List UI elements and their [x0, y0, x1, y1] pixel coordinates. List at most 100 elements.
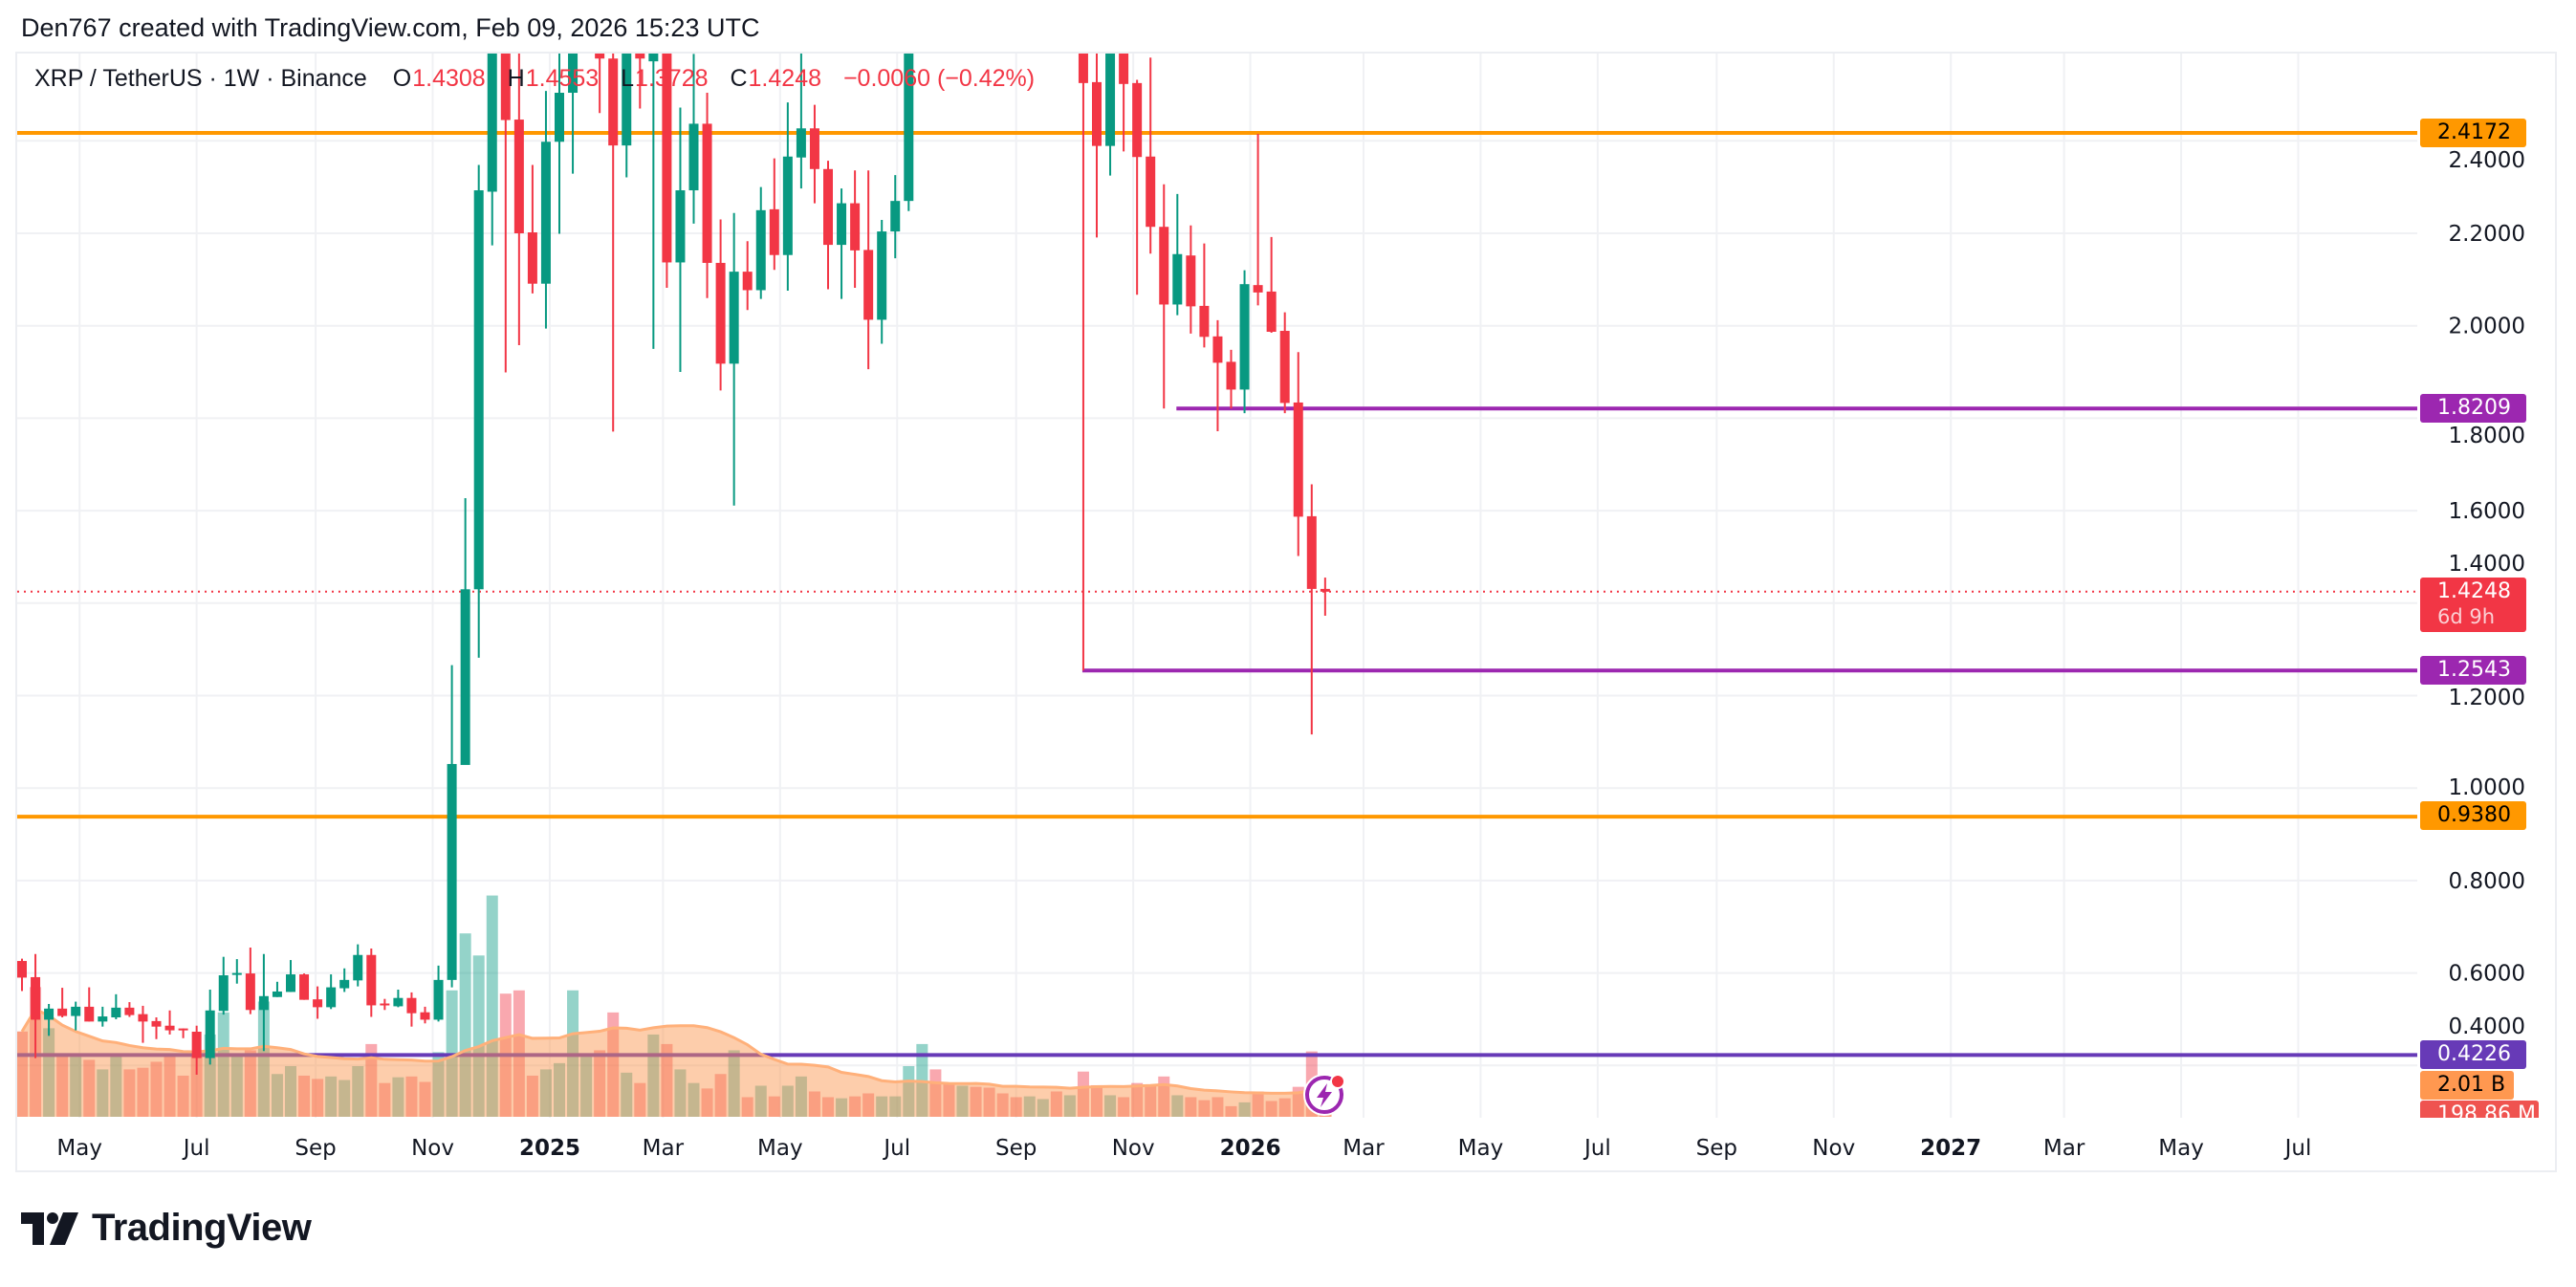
candle-up	[837, 188, 847, 299]
candle-down	[191, 1025, 202, 1075]
candle-down	[1078, 54, 1088, 671]
candle-down	[164, 1010, 175, 1035]
candle-body	[782, 156, 793, 255]
volume-bars	[17, 895, 1331, 1117]
candle-body	[218, 975, 229, 1012]
volume-bar	[889, 1096, 902, 1117]
price-label-1-8209: 1.8209	[2420, 394, 2526, 423]
volume-bar	[808, 1091, 820, 1117]
candle-body	[595, 54, 605, 59]
volume-bar	[1238, 1102, 1251, 1117]
candle-down	[635, 54, 645, 109]
candle-down	[84, 987, 95, 1022]
time-tick-label: Jul	[2283, 1136, 2312, 1161]
price-label-1-2543: 1.2543	[2420, 656, 2526, 685]
candle-body	[1266, 291, 1277, 332]
candle-up	[755, 186, 766, 299]
candle-body	[1159, 227, 1169, 305]
candle-up	[1172, 193, 1183, 316]
candle-body	[420, 1012, 430, 1020]
candle-up	[568, 54, 579, 174]
footer: TradingView	[21, 1207, 312, 1250]
candle-down	[662, 54, 672, 289]
candle-body	[231, 972, 242, 975]
candle-down	[366, 948, 377, 1017]
volume-bar	[862, 1093, 875, 1117]
candle-body	[500, 54, 511, 120]
candle-body	[904, 54, 914, 202]
lightning-alert-icon[interactable]	[1303, 1074, 1345, 1116]
time-tick-label: 2027	[1920, 1136, 1981, 1161]
volume-bar	[1171, 1095, 1184, 1117]
brand-name[interactable]: TradingView	[92, 1207, 312, 1249]
candle-body	[555, 93, 564, 142]
price-label-0-9380: 0.9380	[2420, 801, 2526, 830]
candle-body	[1212, 336, 1223, 363]
time-tick-label: 2026	[1220, 1136, 1281, 1161]
candle-down	[702, 93, 712, 298]
candle-down	[1253, 134, 1263, 306]
volume-bar	[1212, 1097, 1224, 1117]
candle-body	[164, 1025, 175, 1031]
horizontal-levels[interactable]	[17, 130, 2420, 1058]
candle-down	[527, 164, 537, 294]
time-tick-label: Mar	[2043, 1136, 2085, 1161]
candle-body	[1293, 402, 1303, 517]
volume-bar	[768, 1096, 780, 1117]
volume-bar	[1063, 1095, 1076, 1117]
tradingview-logo-icon[interactable]	[21, 1211, 80, 1245]
candle-down	[769, 158, 779, 271]
volume-bar	[1091, 1084, 1102, 1117]
volume-bar	[70, 1057, 82, 1117]
price-tick-label: 2.0000	[2449, 315, 2525, 339]
time-tick-label: May	[1458, 1136, 1504, 1161]
volume-ma-label: 2.01 B	[2420, 1071, 2514, 1100]
candle-up	[205, 990, 215, 1065]
candle-body	[742, 272, 753, 291]
volume-bar	[1278, 1098, 1291, 1117]
candle-up	[218, 956, 229, 1015]
close-label: C	[730, 65, 748, 92]
high-value: 1.4553	[525, 65, 600, 92]
candle-up	[877, 219, 887, 344]
volume-bar	[150, 1061, 163, 1117]
candle-up	[1239, 270, 1250, 414]
volume-label-clip: 198.86 M	[2420, 1101, 2539, 1118]
candle-up	[326, 974, 337, 1010]
candle-down	[742, 241, 753, 311]
candle-up	[460, 498, 470, 766]
candle-body	[84, 1006, 95, 1022]
candle-down	[823, 161, 833, 290]
volume-bar	[1185, 1097, 1197, 1117]
candle-body	[366, 954, 377, 1006]
candle-down	[1186, 225, 1196, 334]
price-tick-label: 1.8000	[2449, 424, 2525, 448]
candle-body	[635, 54, 645, 59]
candle-body	[1253, 285, 1263, 293]
price-tick-label: 1.0000	[2449, 775, 2525, 800]
volume-bar	[1198, 1100, 1211, 1117]
volume-bar	[1077, 1071, 1089, 1117]
time-axis[interactable]: May Jul Sep Nov 2025 Mar May Jul Sep Nov 2026 Mar Ma…	[56, 1136, 2311, 1161]
candle-body	[339, 979, 350, 989]
volume-bar	[876, 1096, 888, 1117]
volume-bar	[325, 1076, 338, 1117]
candle-down	[595, 54, 605, 114]
price-axis[interactable]: 2.4000 2.2000 2.0000 1.8000 1.6000 1.4000 1.20…	[2449, 148, 2525, 1039]
volume-bar	[472, 955, 485, 1117]
volume-bar	[621, 1072, 633, 1117]
volume-bar	[217, 1012, 229, 1117]
candle-down	[1092, 54, 1102, 238]
candle-down	[57, 988, 68, 1018]
symbol-title[interactable]: XRP / TetherUS · 1W · Binance	[34, 65, 367, 92]
price-tick-label: 1.4000	[2449, 552, 2525, 577]
candle-body	[299, 974, 310, 1000]
candle-up	[796, 54, 806, 189]
time-tick-label: May	[2158, 1136, 2204, 1161]
candle-body	[1199, 305, 1210, 338]
candle-up	[890, 175, 901, 259]
candle-body	[111, 1007, 121, 1018]
candle-down	[1159, 184, 1169, 409]
candle-body	[540, 142, 551, 284]
